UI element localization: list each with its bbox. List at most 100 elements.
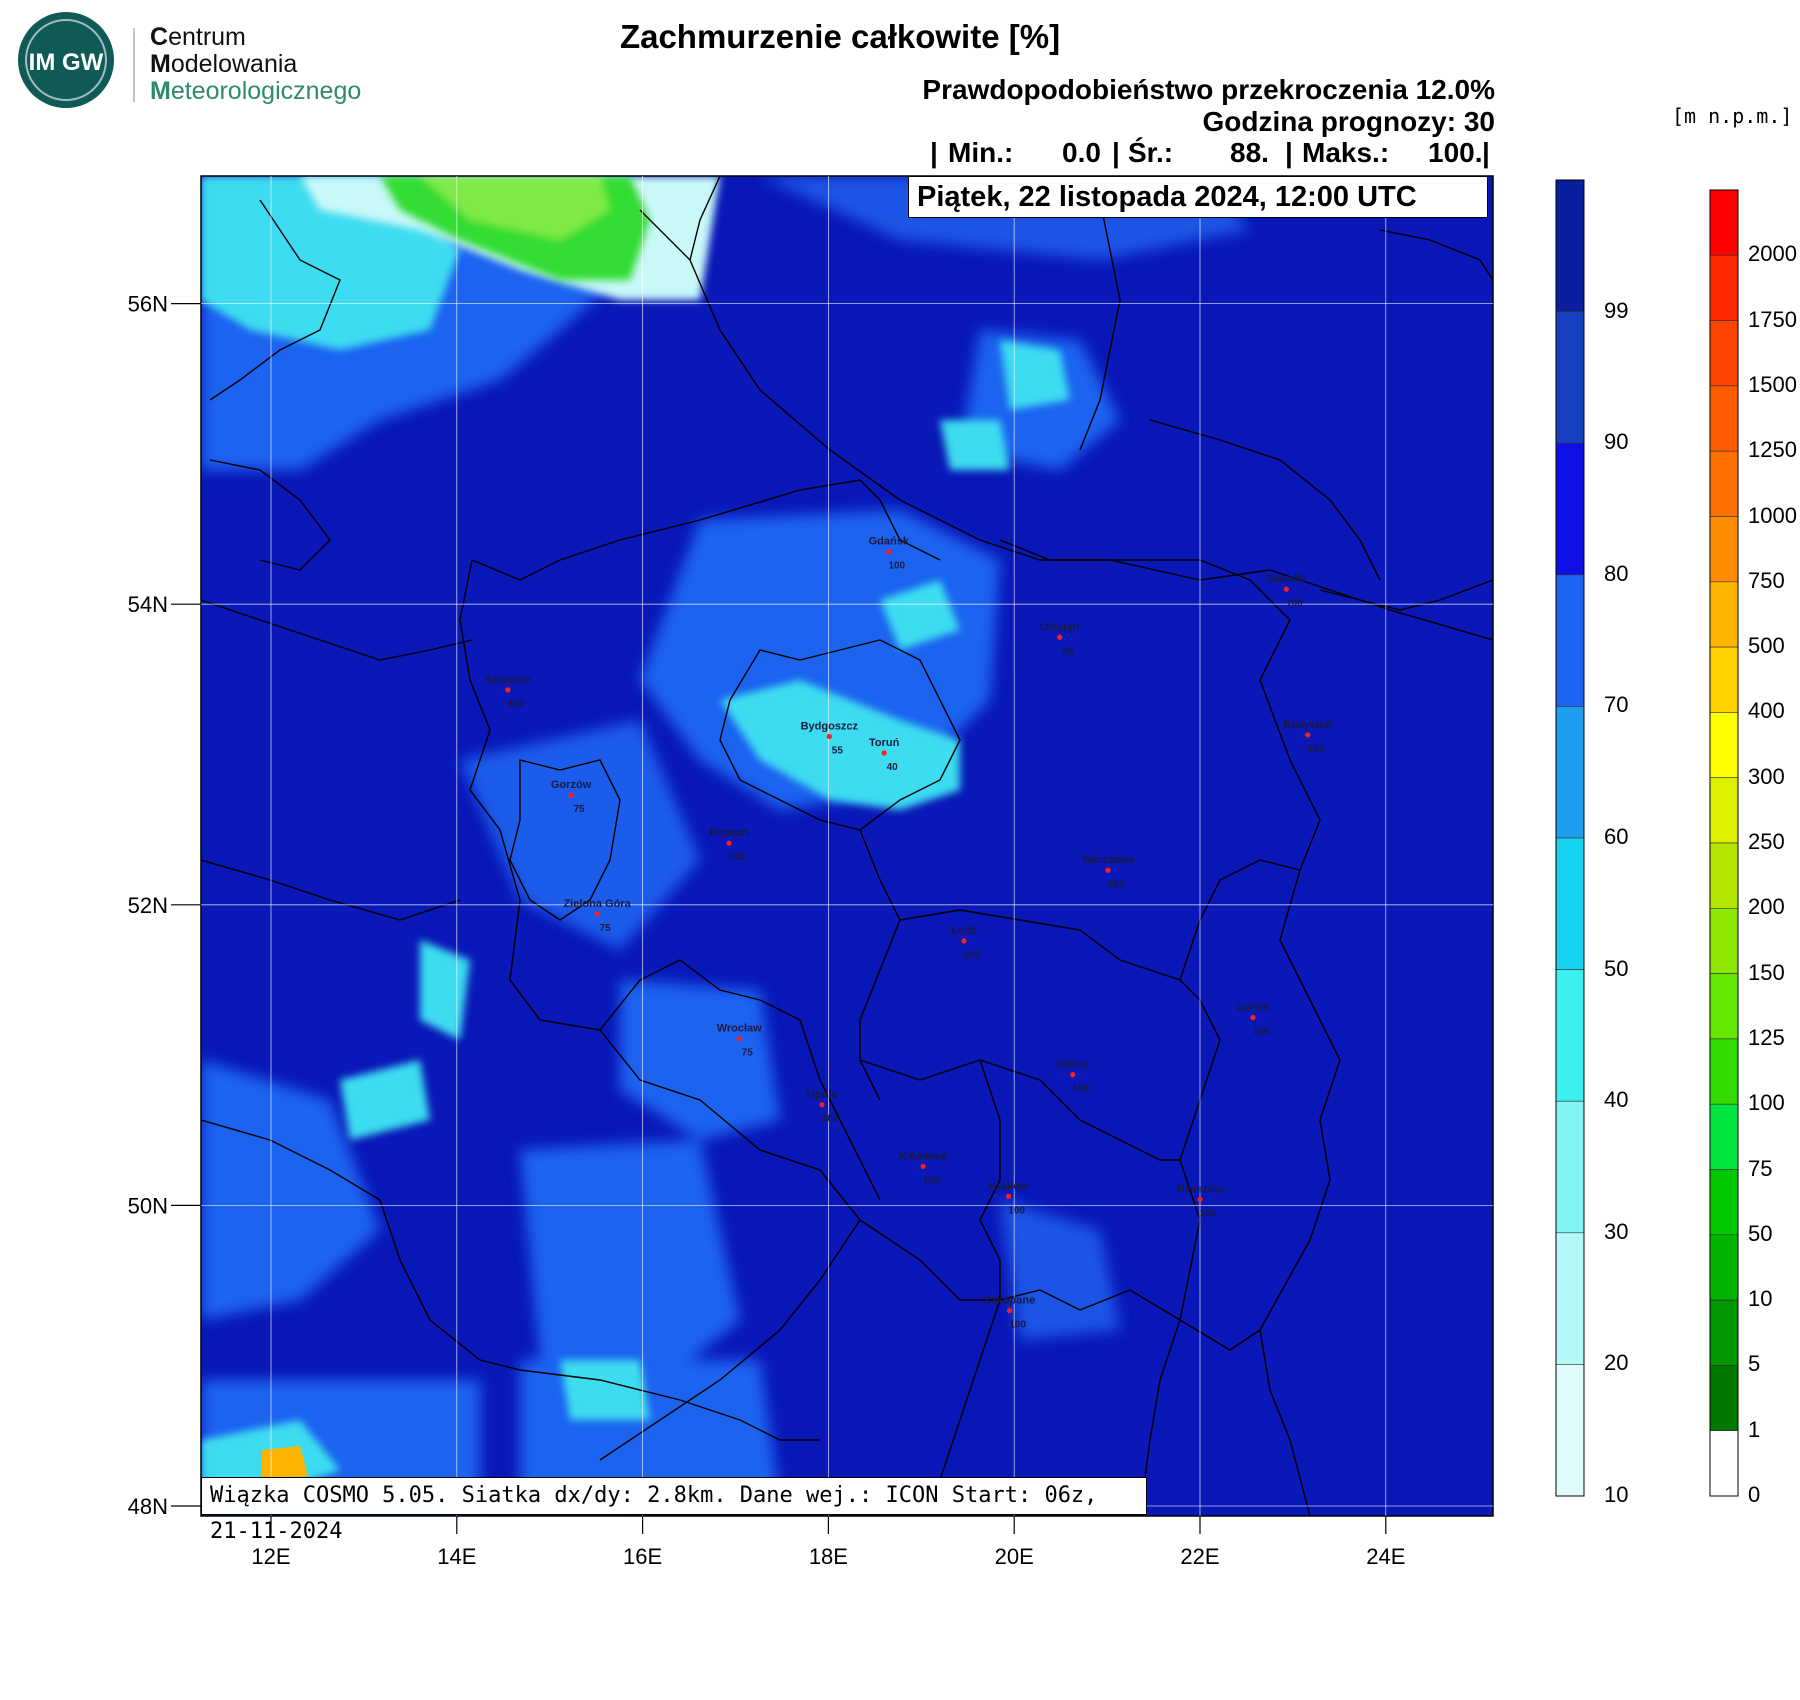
stats-max-label: Maks.: (1302, 137, 1390, 168)
city-dot (881, 750, 887, 756)
city-value: 100 (888, 561, 905, 572)
stats-sep-4: | (1482, 137, 1490, 168)
colorbar-label: 20 (1604, 1350, 1629, 1376)
colorbar-label: 50 (1604, 955, 1629, 981)
colorbar-segment (1709, 1234, 1739, 1301)
lon-tick-label: 14E (437, 1544, 476, 1569)
city-value: 75 (574, 804, 586, 815)
colorbar-frame (1709, 189, 1739, 1497)
city-value: 100 (1253, 1027, 1270, 1038)
city-marker: Białystok 100 (1283, 719, 1333, 755)
city-dot (505, 687, 511, 693)
colorbar-segment (1709, 646, 1739, 713)
city-marker: Olsztyn 90 (1040, 621, 1080, 657)
lat-tick-label: 56N (128, 292, 168, 317)
city-dot (1070, 1072, 1076, 1078)
city-name: Opole (806, 1089, 837, 1101)
city-name: Olsztyn (1040, 621, 1080, 633)
colorbar-segment (1709, 712, 1739, 779)
city-dot (736, 1035, 742, 1042)
city-dot (1197, 1196, 1203, 1202)
axis-ticks (171, 303, 1387, 1534)
cloud-orange-patch (262, 1446, 308, 1480)
colorbar-segment (1555, 1364, 1585, 1497)
city-marker: Łódź 100 (951, 925, 981, 961)
colorbar-segment (1555, 179, 1585, 312)
colorbar-label: 10 (1748, 1286, 1773, 1312)
city-value: 90 (1062, 646, 1074, 657)
city-value: 100 (729, 852, 746, 863)
colorbar-label: 50 (1748, 1220, 1773, 1246)
colorbar-segment (1555, 442, 1585, 576)
city-value: 55 (832, 745, 844, 756)
stats-max-value: 100. (1428, 137, 1483, 168)
colorbar-segment (1555, 837, 1585, 970)
colorbar-segment (1709, 1365, 1739, 1432)
colorbar-label: 90 (1604, 429, 1629, 455)
stats-sep-2: | (1112, 137, 1120, 168)
stats-min-value: 0.0 (1062, 137, 1101, 168)
city-dot (961, 938, 967, 944)
city-name: Zakopane (984, 1295, 1035, 1307)
city-name: Wrocław (717, 1023, 762, 1035)
logo-line-3: Meteorologicznego (150, 77, 361, 105)
city-dot (1057, 634, 1063, 640)
colorbar-label: 400 (1748, 698, 1785, 724)
colorbar-frame (1555, 179, 1585, 1497)
city-value: 100 (1108, 879, 1125, 890)
lat-tick-label: 50N (128, 1193, 168, 1218)
city-marker: Rzeszów 100 (1177, 1183, 1224, 1219)
colorbar-label: 5 (1748, 1351, 1761, 1377)
colorbar-segment (1555, 1100, 1585, 1234)
colorbar-segment (1709, 581, 1739, 648)
stats-mean-value: 88. (1230, 137, 1269, 168)
imgw-logo: IM GW Centrum Modelowania Meteorologiczn… (18, 12, 361, 108)
city-marker: Szczecin 100 (485, 674, 532, 710)
city-marker: Poznań 100 (709, 827, 748, 863)
city-dot (886, 548, 892, 555)
colorbar-segment (1555, 969, 1585, 1102)
city-marker: Zakopane 100 (984, 1295, 1035, 1331)
city-dot (1006, 1193, 1012, 1199)
colorbar-label: 1250 (1748, 437, 1797, 463)
city-markers: Gdańsk100Suwałki100Olsztyn90Szczecin100B… (485, 536, 1333, 1331)
city-dot (920, 1163, 926, 1169)
stats-sep-1: | (930, 137, 938, 168)
city-name: Warszawa (1082, 854, 1136, 866)
colorbar-label: 0 (1748, 1482, 1761, 1507)
colorbar-label: 300 (1748, 763, 1785, 789)
colorbar-segment (1709, 516, 1739, 583)
lat-tick-label: 48N (128, 1494, 168, 1519)
city-value: 100 (1009, 1320, 1026, 1331)
city-value: 100 (964, 950, 981, 961)
terrain-unit-label: [m n.p.m.] (1672, 104, 1793, 128)
colorbar-label: 1000 (1748, 502, 1797, 528)
map-title: Zachmurzenie całkowite [%] (619, 18, 1061, 55)
colorbar-segment (1709, 1430, 1739, 1497)
city-marker: Wrocław 75 (717, 1023, 762, 1059)
city-marker: Gorzów 75 (551, 779, 592, 815)
city-dot (568, 792, 574, 798)
colorbar-label: 10 (1604, 1482, 1629, 1507)
colorbar-label: 70 (1604, 692, 1629, 718)
lon-tick-label: 20E (995, 1544, 1034, 1569)
city-value: 100 (1008, 1205, 1025, 1216)
city-value: 100 (1307, 744, 1324, 755)
colorbar-label: 40 (1604, 1087, 1629, 1113)
colorbar-label: 1750 (1748, 306, 1797, 332)
city-name: Suwałki (1266, 573, 1307, 585)
colorbar-segment (1709, 1038, 1739, 1105)
city-marker: Katowice 100 (899, 1150, 947, 1186)
colorbar-segment (1709, 1169, 1739, 1236)
city-dot (594, 911, 600, 917)
city-value: 75 (600, 923, 612, 934)
stats-sep-3: | (1285, 137, 1293, 168)
city-marker: Suwałki 100 (1266, 573, 1307, 609)
city-name: Białystok (1283, 719, 1333, 731)
city-marker: Bydgoszcz 55 (801, 720, 859, 756)
city-dot (1105, 867, 1111, 873)
colorbar-label: 60 (1604, 824, 1629, 849)
colorbar-segment (1709, 320, 1739, 387)
city-name: Lublin (1236, 1002, 1269, 1014)
city-name: Toruń (869, 737, 900, 749)
